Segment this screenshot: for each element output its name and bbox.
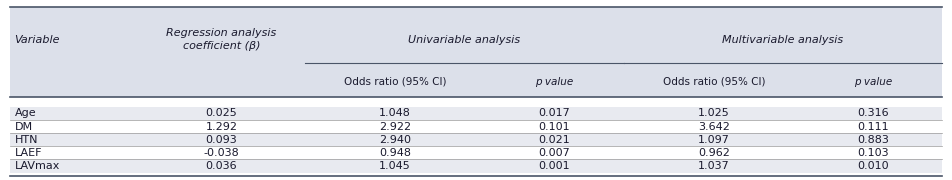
Text: p value: p value [854, 77, 893, 87]
Text: Odds ratio (95% CI): Odds ratio (95% CI) [663, 77, 765, 87]
Text: -0.038: -0.038 [204, 148, 239, 158]
Bar [10, 146, 942, 159]
Text: 0.101: 0.101 [539, 122, 570, 132]
Bar [10, 7, 942, 97]
Text: 0.007: 0.007 [539, 148, 570, 158]
Text: LAVmax: LAVmax [15, 161, 61, 171]
Text: 0.001: 0.001 [539, 161, 570, 171]
Bar [10, 159, 942, 172]
Text: Variable: Variable [14, 35, 60, 45]
Bar [10, 133, 942, 146]
Text: 1.045: 1.045 [379, 161, 411, 171]
Text: Odds ratio (95% CI): Odds ratio (95% CI) [344, 77, 446, 87]
Text: 0.093: 0.093 [206, 135, 237, 145]
Text: 0.103: 0.103 [858, 148, 889, 158]
Text: Univariable analysis: Univariable analysis [408, 35, 520, 45]
Text: HTN: HTN [15, 135, 39, 145]
Text: Regression analysis
coefficient (β): Regression analysis coefficient (β) [167, 28, 276, 51]
Bar [10, 107, 942, 120]
Text: 0.962: 0.962 [698, 148, 730, 158]
Text: 0.010: 0.010 [858, 161, 889, 171]
Text: 0.021: 0.021 [539, 135, 570, 145]
Text: 1.292: 1.292 [206, 122, 237, 132]
Text: DM: DM [15, 122, 33, 132]
Text: 0.036: 0.036 [206, 161, 237, 171]
Text: 1.025: 1.025 [698, 108, 730, 118]
Text: LAEF: LAEF [15, 148, 43, 158]
Text: 0.111: 0.111 [858, 122, 889, 132]
Text: 3.642: 3.642 [698, 122, 730, 132]
Text: 1.037: 1.037 [698, 161, 730, 171]
Bar [10, 120, 942, 133]
Text: 0.017: 0.017 [539, 108, 570, 118]
Text: 0.025: 0.025 [206, 108, 237, 118]
Text: Age: Age [15, 108, 37, 118]
Text: 0.948: 0.948 [379, 148, 411, 158]
Text: 0.316: 0.316 [858, 108, 889, 118]
Text: 2.940: 2.940 [379, 135, 411, 145]
Text: Multivariable analysis: Multivariable analysis [723, 35, 843, 45]
Text: 0.883: 0.883 [858, 135, 889, 145]
Text: 1.097: 1.097 [698, 135, 730, 145]
Text: 2.922: 2.922 [379, 122, 411, 132]
Text: p value: p value [535, 77, 574, 87]
Text: 1.048: 1.048 [379, 108, 411, 118]
